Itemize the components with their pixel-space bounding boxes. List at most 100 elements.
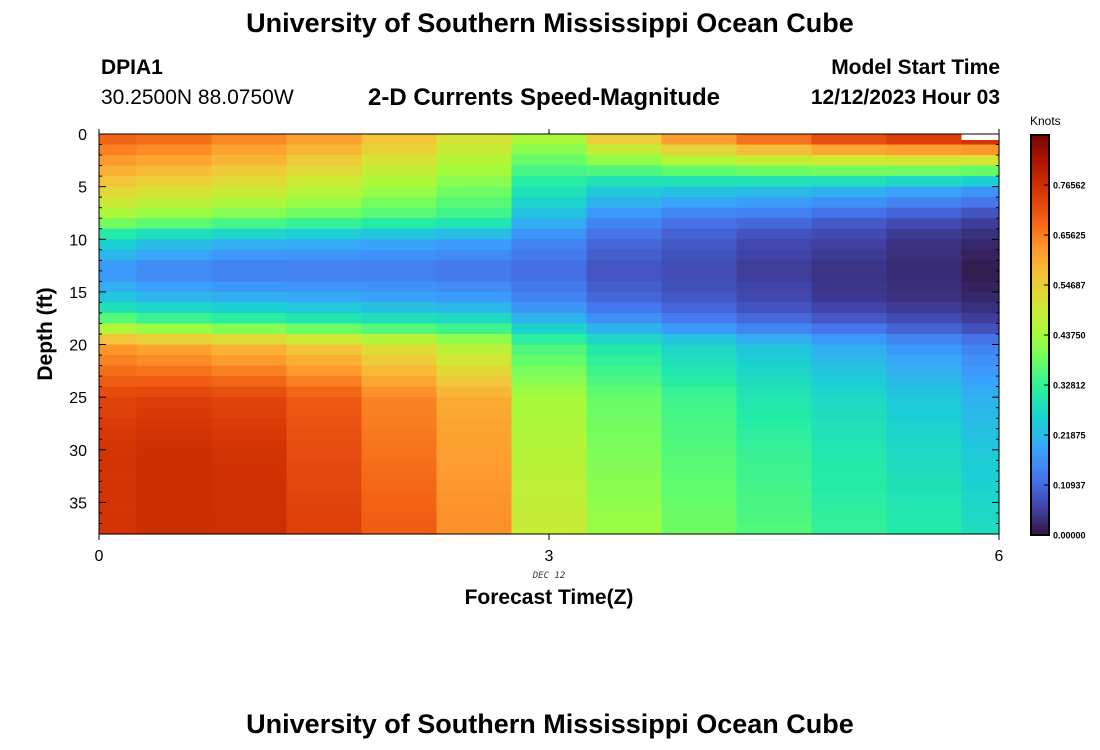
heatmap-cell xyxy=(211,144,288,156)
heatmap-cell xyxy=(436,302,513,314)
heatmap-cell xyxy=(586,207,663,219)
heatmap-cell xyxy=(811,334,888,346)
heatmap-cell xyxy=(736,291,813,304)
heatmap-cell xyxy=(886,344,963,356)
heatmap-cell xyxy=(811,376,888,388)
colorbar-tick-label: 0.32812 xyxy=(1053,381,1086,391)
heatmap-cell xyxy=(511,218,588,230)
heatmap-cell xyxy=(99,176,138,188)
heatmap-cell xyxy=(886,470,963,482)
heatmap-cell xyxy=(436,386,513,398)
heatmap-cell xyxy=(736,428,813,440)
next-chart-title: University of Southern Mississippi Ocean… xyxy=(246,709,854,739)
heatmap-cell xyxy=(961,334,1000,346)
heatmap-cell xyxy=(511,281,588,293)
heatmap-cell xyxy=(736,260,813,272)
heatmap-cell xyxy=(811,512,888,525)
colorbar-title: Knots xyxy=(1030,114,1061,128)
heatmap-cell xyxy=(211,291,288,304)
heatmap-cell xyxy=(436,176,513,188)
heatmap-cell xyxy=(99,249,138,261)
colorbar-segment xyxy=(1031,231,1049,236)
heatmap-cell xyxy=(661,228,738,240)
heatmap-cell xyxy=(286,312,363,325)
heatmap-cell xyxy=(736,491,813,504)
heatmap-cell xyxy=(286,397,363,409)
model-start-label: Model Start Time xyxy=(831,56,1000,79)
colorbar-segment xyxy=(1031,325,1049,329)
heatmap-cell xyxy=(136,207,213,219)
heatmap-cell xyxy=(736,134,813,146)
heatmap-cell xyxy=(99,218,138,230)
heatmap-cell xyxy=(961,355,1000,367)
heatmap-cell xyxy=(511,302,588,314)
colorbar-segment xyxy=(1031,415,1049,419)
heatmap-cell xyxy=(99,523,138,535)
heatmap-cell xyxy=(511,291,588,304)
heatmap-cell xyxy=(886,165,963,177)
heatmap-cell xyxy=(886,228,963,240)
colorbar-segment xyxy=(1031,255,1049,259)
heatmap-cell xyxy=(361,291,438,304)
heatmap-cell xyxy=(436,428,513,440)
heatmap-cell xyxy=(736,176,813,188)
heatmap-cell xyxy=(361,302,438,314)
heatmap-cell xyxy=(961,376,1000,388)
colorbar-segment xyxy=(1031,448,1049,453)
heatmap-cell xyxy=(736,270,813,282)
heatmap-cell xyxy=(436,134,513,146)
heatmap-cell xyxy=(511,449,588,461)
heatmap-cell xyxy=(286,291,363,304)
heatmap-cell xyxy=(661,481,738,493)
heatmap-cell xyxy=(136,323,213,335)
heatmap-cell xyxy=(286,470,363,482)
heatmap-cell xyxy=(361,512,438,525)
colorbar-tick-label: 0.54687 xyxy=(1053,281,1086,291)
heatmap-cell xyxy=(961,344,1000,356)
heatmap-cell xyxy=(961,407,1000,419)
heatmap-cell xyxy=(436,439,513,451)
heatmap-cell xyxy=(586,502,663,514)
heatmap-cell xyxy=(436,407,513,419)
heatmap-cell xyxy=(436,355,513,367)
heatmap-cell xyxy=(436,155,513,167)
heatmap-cell xyxy=(586,491,663,504)
heatmap-cell xyxy=(436,207,513,219)
heatmap-cell xyxy=(211,218,288,230)
heatmap-cell xyxy=(586,281,663,293)
heatmap-cell xyxy=(661,281,738,293)
y-axis-label: Depth (ft) xyxy=(34,287,57,380)
colorbar-segment xyxy=(1031,168,1049,173)
colorbar-segment xyxy=(1031,285,1049,289)
heatmap-cell xyxy=(961,270,1000,282)
heatmap-cell xyxy=(886,334,963,346)
heatmap-cell xyxy=(99,239,138,251)
heatmap-cell xyxy=(286,355,363,367)
colorbar-segment xyxy=(1031,421,1049,426)
heatmap-cell xyxy=(361,207,438,219)
heatmap-cell xyxy=(961,312,1000,325)
colorbar-segment xyxy=(1031,251,1049,256)
heatmap-cell xyxy=(286,207,363,219)
heatmap-cell xyxy=(811,355,888,367)
heatmap-cell xyxy=(99,186,138,198)
heatmap-cell xyxy=(886,186,963,198)
heatmap-cell xyxy=(511,376,588,388)
heatmap-cell xyxy=(586,144,663,156)
heatmap-cell xyxy=(811,418,888,430)
heatmap-cell xyxy=(136,218,213,230)
colorbar-tick-label: 0.10937 xyxy=(1053,481,1086,491)
heatmap-cell xyxy=(99,291,138,304)
heatmap-cell xyxy=(511,397,588,409)
heatmap-cell xyxy=(361,312,438,325)
station-id: DPIA1 xyxy=(101,56,163,79)
heatmap-cell xyxy=(511,239,588,251)
heatmap-cell xyxy=(586,376,663,388)
heatmap-cell xyxy=(586,197,663,209)
colorbar-segment xyxy=(1031,391,1049,396)
y-tick-label: 5 xyxy=(78,180,87,197)
heatmap-cell xyxy=(286,428,363,440)
colorbar-segment xyxy=(1031,305,1049,309)
heatmap-cell xyxy=(811,239,888,251)
